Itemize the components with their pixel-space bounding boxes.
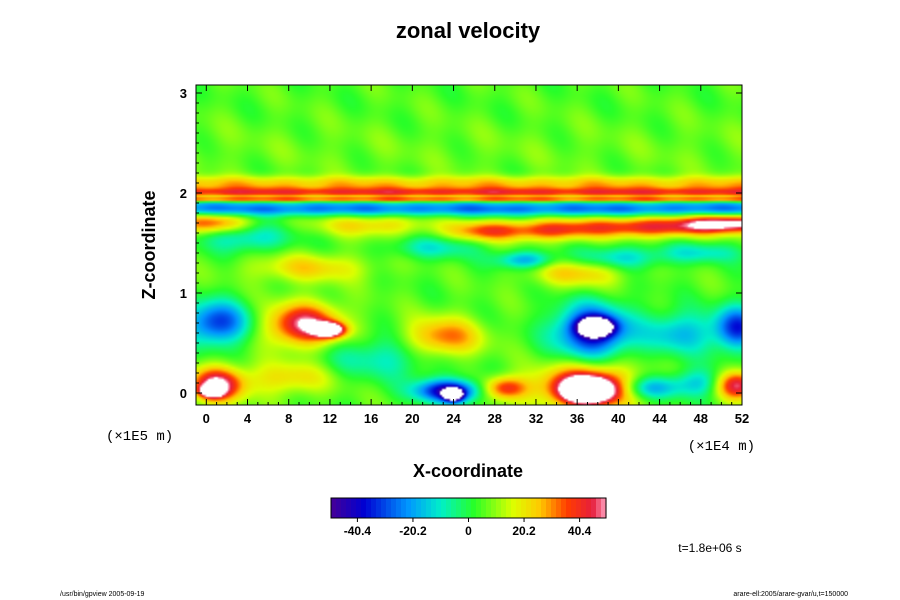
footer-right: arare-ell:2005/arare-gvar/u,t=150000 xyxy=(733,591,848,598)
colorbar-cell xyxy=(411,498,417,518)
colorbar-cell xyxy=(551,498,557,518)
x-axis: 0 4 8 12 16 20 24 28 32 36 40 44 48 52 xyxy=(203,85,749,426)
colorbar-cell xyxy=(521,498,527,518)
colorbar-cell xyxy=(516,498,522,518)
colorbar-cell xyxy=(576,498,582,518)
time-label: t=1.8e+06 s xyxy=(678,541,741,555)
y-tick-label: 3 xyxy=(180,86,187,101)
colorbar-cell xyxy=(406,498,412,518)
colorbar-cell xyxy=(471,498,477,518)
colorbar-cell xyxy=(601,498,607,518)
colorbar-cell xyxy=(591,498,597,518)
colorbar-cell xyxy=(511,498,517,518)
colorbar-tick-label: 0 xyxy=(465,524,472,538)
colorbar-cell xyxy=(341,498,347,518)
x-tick-label: 12 xyxy=(323,411,337,426)
colorbar-cell xyxy=(391,498,397,518)
colorbar-cell xyxy=(556,498,562,518)
x-tick-label: 28 xyxy=(488,411,502,426)
colorbar-cell xyxy=(456,498,462,518)
chart-title: zonal velocity xyxy=(396,18,541,43)
x-tick-label: 44 xyxy=(652,411,667,426)
colorbar-cell xyxy=(361,498,367,518)
colorbar-cell xyxy=(416,498,422,518)
y-tick-label: 1 xyxy=(180,286,187,301)
x-tick-label: 20 xyxy=(405,411,419,426)
colorbar-cell xyxy=(491,498,497,518)
colorbar-cell xyxy=(566,498,572,518)
x-tick-label: 40 xyxy=(611,411,625,426)
colorbar-ticks: -40.4 -20.2 0 20.2 40.4 xyxy=(344,518,592,538)
colorbar-cell xyxy=(596,498,602,518)
colorbar-cell xyxy=(541,498,547,518)
colorbar-cell xyxy=(506,498,512,518)
colorbar-cell xyxy=(571,498,577,518)
colorbar-cell xyxy=(351,498,357,518)
colorbar-cell xyxy=(546,498,552,518)
colorbar-cell xyxy=(536,498,542,518)
colorbar-cell xyxy=(356,498,362,518)
colorbar-cell xyxy=(421,498,427,518)
colorbar-cell xyxy=(331,498,337,518)
colorbar-cell xyxy=(371,498,377,518)
colorbar: -40.4 -20.2 0 20.2 40.4 xyxy=(330,497,607,538)
colorbar-tick-label: -40.4 xyxy=(344,524,372,538)
colorbar-cell xyxy=(481,498,487,518)
colorbar-cell xyxy=(376,498,382,518)
x-axis-title: X-coordinate xyxy=(413,461,523,481)
x-tick-label: 36 xyxy=(570,411,584,426)
colorbar-cell xyxy=(476,498,482,518)
colorbar-cell xyxy=(486,498,492,518)
colorbar-cell xyxy=(336,498,342,518)
colorbar-cell xyxy=(446,498,452,518)
footer-left: /usr/bin/gpview 2005-09-19 xyxy=(60,591,145,598)
heatmap-image xyxy=(196,85,742,405)
colorbar-cell xyxy=(386,498,392,518)
colorbar-cell xyxy=(366,498,372,518)
colorbar-cell xyxy=(436,498,442,518)
y-axis: 0 1 2 3 xyxy=(180,86,742,401)
colorbar-cell xyxy=(431,498,437,518)
colorbar-cell xyxy=(426,498,432,518)
colorbar-cell xyxy=(396,498,402,518)
colorbar-tick-label: 20.2 xyxy=(512,524,536,538)
colorbar-cell xyxy=(381,498,387,518)
x-tick-label: 4 xyxy=(244,411,252,426)
plot-frame xyxy=(195,84,743,406)
x-tick-label: 8 xyxy=(285,411,292,426)
colorbar-cell xyxy=(586,498,592,518)
y-axis-title: Z-coordinate xyxy=(139,190,159,299)
x-tick-label: 0 xyxy=(203,411,210,426)
colorbar-cell xyxy=(346,498,352,518)
x-tick-label: 16 xyxy=(364,411,378,426)
colorbar-tick-label: -20.2 xyxy=(399,524,427,538)
colorbar-cell xyxy=(466,498,472,518)
x-axis-unit: (×1E4 m) xyxy=(688,439,755,455)
colorbar-cell xyxy=(461,498,467,518)
colorbar-cell xyxy=(531,498,537,518)
colorbar-cell xyxy=(581,498,587,518)
x-tick-label: 52 xyxy=(735,411,749,426)
colorbar-cell xyxy=(501,498,507,518)
colorbar-cells xyxy=(331,498,607,518)
colorbar-cell xyxy=(441,498,447,518)
x-tick-label: 32 xyxy=(529,411,543,426)
y-tick-label: 0 xyxy=(180,386,187,401)
y-axis-unit: (×1E5 m) xyxy=(106,429,173,445)
colorbar-cell xyxy=(451,498,457,518)
colorbar-cell xyxy=(496,498,502,518)
colorbar-cell xyxy=(561,498,567,518)
colorbar-cell xyxy=(526,498,532,518)
x-tick-label: 48 xyxy=(694,411,708,426)
y-tick-label: 2 xyxy=(180,186,187,201)
colorbar-tick-label: 40.4 xyxy=(568,524,592,538)
heatmap-plot xyxy=(195,84,743,406)
colorbar-cell xyxy=(401,498,407,518)
x-tick-label: 24 xyxy=(446,411,461,426)
